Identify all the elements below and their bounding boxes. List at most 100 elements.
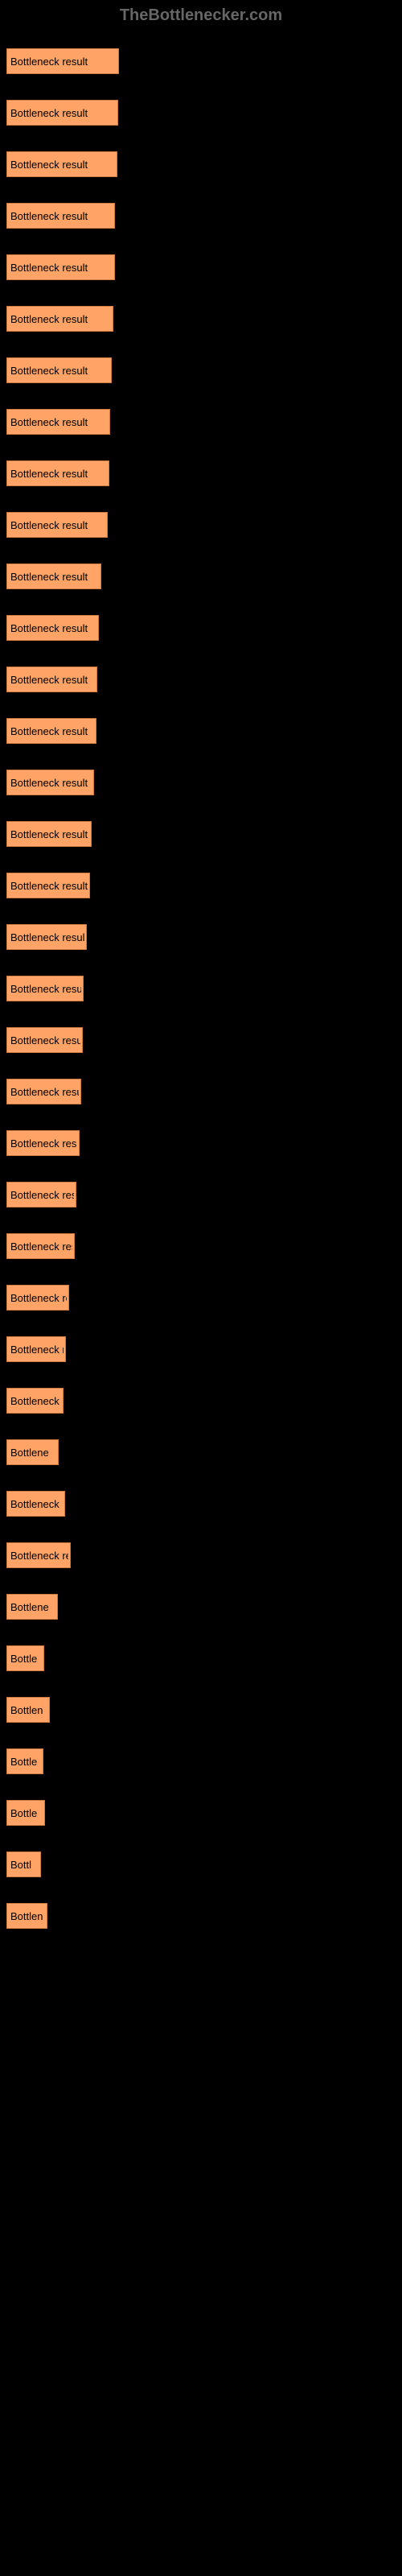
bar-group: NVIDIA GeForce GTX 760Bottle15% bbox=[6, 1634, 402, 1671]
bar-group: AMD Radeon R9 380 Bottlene 18% bbox=[6, 1583, 402, 1620]
bar-group: AMD Radeon RX 5700 XTBottleneck result42… bbox=[6, 295, 402, 332]
bar-value: 44.3% bbox=[121, 106, 151, 118]
bar-text: Bottlene bbox=[10, 1601, 49, 1613]
bar-text: Bottleneck result bbox=[10, 725, 88, 737]
bar-group: AMD Radeon RX 550Bottlen10% bbox=[6, 1892, 402, 1929]
bar: Bottleneck result bbox=[6, 100, 118, 126]
bar-value: 28% bbox=[80, 1188, 100, 1200]
bar-label: NVIDIA GeForce GTX 1050 Ti bbox=[6, 1325, 402, 1335]
bar-group: NVIDIA GeForce GTX 1050 TiBottleneck r24… bbox=[6, 1325, 402, 1362]
bar-wrapper: Bottleneck result37% bbox=[6, 615, 402, 641]
bar-value: 44% bbox=[121, 158, 142, 170]
bar-value: 15% bbox=[47, 1652, 68, 1664]
bar-label: AMD Radeon RX 580 bbox=[6, 552, 402, 562]
bar-text: Bottleneck result bbox=[10, 107, 88, 119]
bar: Bottleneck result bbox=[6, 718, 96, 744]
bar-value: 29.5% bbox=[83, 1137, 113, 1149]
bar-value: 21% bbox=[62, 1446, 83, 1458]
bar: Bottleneck result bbox=[6, 254, 115, 280]
bar: Bottleneck result bbox=[6, 924, 87, 950]
bar-group: AMD Radeon RX 6500 XTBottleneck20.5% bbox=[6, 1480, 402, 1517]
bar-text: Bottleneck result bbox=[10, 1137, 77, 1150]
bar-value: 14% bbox=[53, 1703, 74, 1715]
bar: Bottleneck result bbox=[6, 976, 84, 1001]
bar: Bottleneck result bbox=[6, 1182, 76, 1208]
bar-group: AMD Radeon RX 5600 XT Bottleneck result36… bbox=[6, 655, 402, 692]
bar-label: AMD Radeon RX Vega 64 bbox=[6, 861, 402, 871]
bar-text: Bottleneck bbox=[10, 1395, 59, 1407]
bar-text: Bottleneck result bbox=[10, 1034, 80, 1046]
bar-value: 35% bbox=[97, 776, 118, 788]
bar-label: AMD Radeon RX 6600 bbox=[6, 192, 402, 201]
bar-text: Bottleneck result bbox=[10, 210, 88, 222]
bar-group: NVIDIA GeForce GTX 750 TiBottle13% bbox=[6, 1737, 402, 1774]
bar-label: NVIDIA GeForce RTX 2070 bbox=[6, 140, 402, 150]
bar-text: Bottleneck result bbox=[10, 262, 88, 274]
bar: Bottlen bbox=[6, 1903, 47, 1929]
bar-label: NVIDIA GeForce GTX 1650 bbox=[6, 1119, 402, 1129]
bar: Bottleneck result bbox=[6, 306, 113, 332]
bar-text: Bottleneck result bbox=[10, 777, 88, 789]
bar-value: 18% bbox=[61, 1600, 82, 1612]
bar-group: AMD Radeon RX 560Bottlen14% bbox=[6, 1686, 402, 1723]
bar-text: Bottleneck result bbox=[10, 416, 88, 428]
bar: Bottleneck result bbox=[6, 667, 97, 692]
bar-label: NVIDIA GeForce GTX 1050 bbox=[6, 1840, 402, 1850]
bar: Bottleneck result bbox=[6, 821, 92, 847]
bar-label: AMD Radeon RX 5600 XT bbox=[6, 655, 402, 665]
bar-value: 32% bbox=[90, 931, 111, 943]
bar-wrapper: Bottlen10% bbox=[6, 1903, 402, 1929]
bar-text: Bottleneck result bbox=[10, 365, 88, 377]
bar-group: NVIDIA GeForce GTX 1660 TiBottleneck res… bbox=[6, 501, 402, 538]
bar-text: Bottleneck result bbox=[10, 828, 88, 840]
bar-text: Bottleneck result bbox=[10, 159, 88, 171]
bar-text: Bottle bbox=[10, 1756, 37, 1768]
bar-text: Bottleneck result bbox=[10, 468, 88, 480]
bar-label: NVIDIA GeForce GTX 970 bbox=[6, 913, 402, 923]
bar-label: NVIDIA GeForce RTX 3060 bbox=[6, 243, 402, 253]
bar-wrapper: Bottle12% bbox=[6, 1800, 402, 1826]
bar-value: 30.5% bbox=[86, 1034, 116, 1046]
bar-group: NVIDIA GeForce GTX 1650 Bottleneck result… bbox=[6, 1119, 402, 1156]
bar-label: AMD Radeon R9 380 bbox=[6, 1583, 402, 1592]
bar-text: Bottleneck result bbox=[10, 1189, 74, 1201]
bar-text: Bottl bbox=[10, 1859, 31, 1871]
bar: Bottleneck bbox=[6, 1388, 64, 1414]
bar-wrapper: Bottleneck result30% bbox=[6, 1079, 402, 1104]
bar-label: NVIDIA GeForce GTX 960 bbox=[6, 1428, 402, 1438]
bar-label: AMD Radeon RX 480 bbox=[6, 1274, 402, 1283]
bar-wrapper: Bottleneck r24% bbox=[6, 1336, 402, 1362]
bar-group: AMD Radeon RX 570Bottleneck result31% bbox=[6, 964, 402, 1001]
bar-label: NVIDIA GeForce RTX 2080 bbox=[6, 810, 402, 819]
bar-value: 23% bbox=[67, 1394, 88, 1406]
bar-group: NVIDIA GeForce RTX 3070Bottleneck result… bbox=[6, 604, 402, 641]
bar-group: AMD Radeon RX 6700 XT Bottleneck result41… bbox=[6, 398, 402, 435]
bar-wrapper: Bottleneck result 44.4% bbox=[6, 48, 402, 74]
bar-text: Bottlene bbox=[10, 1447, 49, 1459]
bar-value: 33.5% bbox=[93, 879, 123, 891]
bar-group: NVIDIA GeForce GTX 960 Bottlene 21% bbox=[6, 1428, 402, 1465]
bar-group: NVIDIA GeForce RTX 3090Bottleneck re20% bbox=[6, 1531, 402, 1568]
bar-value: 42% bbox=[115, 364, 136, 376]
bar: Bottlene bbox=[6, 1594, 58, 1620]
bar-label: NVIDIA GeForce GTX 1060 bbox=[6, 707, 402, 716]
bar-group: NVIDIA GeForce GTX 980Bottleneck result4… bbox=[6, 89, 402, 126]
bar-label: NVIDIA GeForce GTX 760 bbox=[6, 1634, 402, 1644]
bar-value: 36.5% bbox=[100, 673, 130, 685]
bar-label: NVIDIA GeForce RTX 2080 Ti bbox=[6, 1222, 402, 1232]
bar-label: AMD Radeon RX 5500 XT bbox=[6, 1170, 402, 1180]
bar-label: AMD Radeon RX 6700 XT bbox=[6, 398, 402, 407]
bar-label: NVIDIA GeForce RTX 2060 bbox=[6, 449, 402, 459]
bar-value: 44.4% bbox=[122, 55, 152, 67]
bar-text: Bottleneck result bbox=[10, 1292, 67, 1304]
bar-text: Bottleneck result bbox=[10, 880, 88, 892]
bar-text: Bottleneck r bbox=[10, 1344, 64, 1356]
bar-wrapper: Bottleneck result36.5% bbox=[6, 667, 402, 692]
bar-value: 12% bbox=[48, 1806, 69, 1818]
bar-text: Bottleneck result bbox=[10, 56, 88, 68]
bar: Bottlen bbox=[6, 1697, 50, 1723]
bar-wrapper: Bottleneck result43% bbox=[6, 203, 402, 229]
bar: Bottleneck result bbox=[6, 615, 99, 641]
bar-wrapper: Bottlen14% bbox=[6, 1697, 402, 1723]
bar-wrapper: Bottleneck result41.5% bbox=[6, 409, 402, 435]
